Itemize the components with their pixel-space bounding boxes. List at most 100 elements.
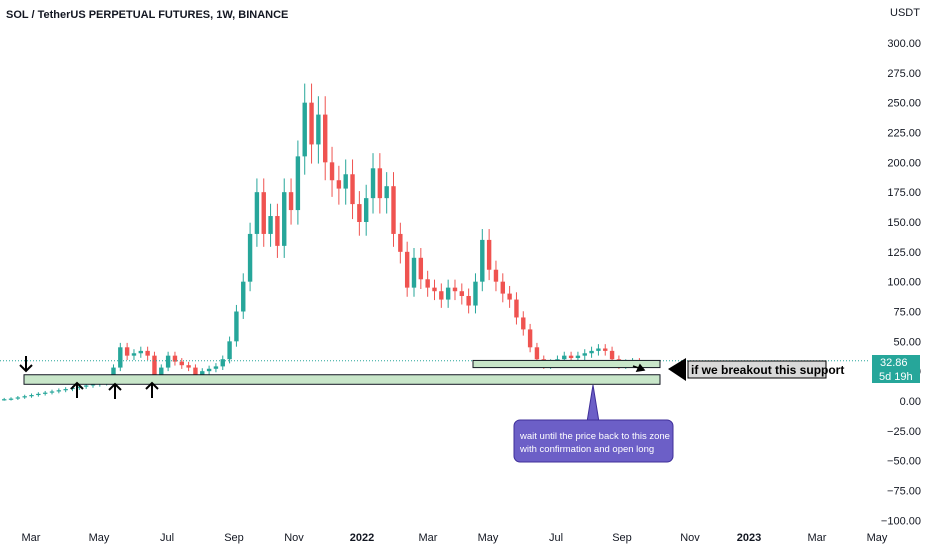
candle-body [439, 291, 444, 300]
candle-body [152, 355, 157, 380]
price-tick-label: 225.00 [887, 128, 921, 140]
time-axis[interactable]: Mar May Jul Sep Nov 2022 Mar May Jul Sep Nov 2023 Ma… [22, 532, 888, 544]
candle-body [459, 291, 465, 296]
candle-body [288, 192, 294, 211]
candle-body [582, 353, 587, 356]
candle-body [165, 355, 171, 368]
candle-body [275, 216, 280, 246]
time-tick-label: Sep [612, 532, 632, 544]
time-tick-label: 2022 [350, 532, 374, 544]
candle-body [124, 347, 130, 356]
candle-body [179, 361, 184, 366]
candle-body [384, 186, 389, 199]
candle-body [118, 347, 123, 368]
candle-body [411, 257, 417, 288]
candle-body [36, 393, 41, 396]
candle-body [227, 341, 232, 360]
symbol-title: SOL / TetherUS PERPETUAL FUTURES, 1W, BI… [6, 9, 288, 21]
candle-body [77, 386, 82, 388]
candle-body [268, 216, 273, 234]
candle-body [220, 359, 225, 367]
time-tick-label: Sep [224, 532, 244, 544]
price-tick-label: 75.00 [893, 307, 921, 319]
candle-body [493, 269, 499, 282]
price-tick-label: −25.00 [887, 426, 921, 438]
candle-body [609, 350, 615, 360]
breakout-label: if we breakout this support [691, 363, 844, 377]
last-price-value: 32.86 [880, 357, 908, 369]
breakout-label-box[interactable] [687, 360, 827, 379]
price-tick-label: 125.00 [887, 247, 921, 259]
up-arrow-icon [145, 381, 159, 398]
candle-body [391, 186, 396, 234]
time-tick-label: 2023 [737, 532, 761, 544]
support-zone-upper[interactable] [472, 359, 661, 369]
price-tick-label: 175.00 [887, 187, 921, 199]
candle-body [131, 353, 137, 356]
time-tick-label: Mar [22, 532, 41, 544]
candle-body [370, 168, 376, 199]
down-arrow-icon [19, 356, 33, 373]
candle-body [603, 348, 608, 351]
candle-body [350, 174, 355, 205]
candle-body [186, 365, 191, 368]
candle-body [29, 395, 34, 397]
candle-body [145, 350, 150, 356]
up-arrow-icon [108, 382, 122, 399]
price-tick-label: −75.00 [887, 486, 921, 498]
price-tick-label: 275.00 [887, 68, 921, 80]
candle-body [357, 204, 362, 222]
callout-box[interactable] [513, 419, 674, 463]
price-tick-label: −50.00 [887, 456, 921, 468]
candle-body [486, 239, 492, 270]
candle-body [363, 198, 369, 222]
candle-body [432, 287, 437, 292]
time-tick-label: May [89, 532, 110, 544]
candle-body [329, 162, 335, 181]
candle-body [90, 384, 96, 386]
candle-body [234, 311, 239, 342]
candle-body [42, 392, 48, 394]
candle-body [302, 102, 307, 157]
small-arrow-icon [632, 363, 646, 372]
candle-body [562, 355, 567, 360]
candle-body [480, 239, 485, 282]
candle-body [507, 293, 512, 300]
callout-pointer [586, 384, 600, 423]
candle-body [254, 192, 260, 234]
candle-body [56, 390, 62, 392]
price-tick-label: 250.00 [887, 98, 921, 110]
candle-body [213, 366, 219, 369]
candle-body [49, 391, 55, 393]
up-arrow-icon [70, 381, 84, 398]
time-tick-label: Mar [808, 532, 827, 544]
candle-body [15, 397, 21, 399]
candle-body [241, 281, 246, 312]
candle-body [22, 396, 27, 398]
candle-body [200, 371, 205, 375]
price-tick-label: 300.00 [887, 38, 921, 50]
support-zone-lower[interactable] [23, 374, 661, 385]
candle-body [83, 385, 89, 387]
time-tick-label: Mar [419, 532, 438, 544]
countdown-box [872, 369, 920, 383]
candle-body [206, 368, 212, 372]
price-tick-label: 200.00 [887, 157, 921, 169]
candle-body [316, 114, 321, 145]
candle-body [63, 389, 68, 391]
candle-body [398, 233, 403, 252]
candle-body [336, 180, 342, 189]
price-tick-label: 150.00 [887, 217, 921, 229]
callout-line-1: wait until the price back to this zone [519, 431, 670, 442]
price-axis[interactable]: 300.00 275.00 250.00 225.00 200.00 175.00 150.… [881, 38, 921, 527]
time-tick-label: Nov [680, 532, 700, 544]
candle-body [466, 295, 471, 306]
candle-body [159, 367, 164, 380]
candle-body [404, 251, 410, 288]
candle-body [282, 192, 287, 246]
candle-body [2, 399, 7, 401]
candle-body [425, 279, 430, 288]
candle-body [377, 168, 383, 199]
candle-body [343, 174, 348, 189]
